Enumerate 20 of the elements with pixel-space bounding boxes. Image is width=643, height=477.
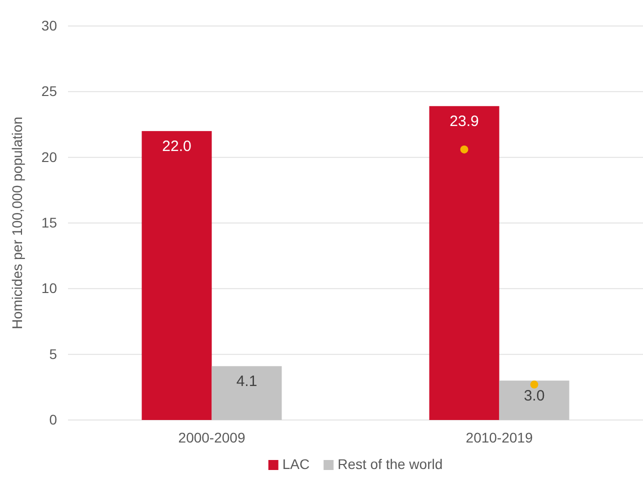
bar: [499, 380, 570, 420]
legend-label: Rest of the world: [338, 456, 443, 472]
y-tick-label: 0: [49, 411, 58, 428]
data-label: 4.1: [236, 373, 258, 390]
data-label: 23.9: [450, 113, 479, 130]
y-tick-label: 25: [41, 83, 58, 100]
y-tick-label: 20: [41, 148, 58, 165]
y-tick-label: 30: [41, 17, 58, 34]
y-tick-label: 10: [41, 280, 58, 296]
x-tick-label: 2010-2019: [466, 430, 533, 446]
y-tick-label: 15: [41, 214, 58, 230]
bar: [429, 106, 500, 420]
data-label: 22.0: [162, 138, 192, 156]
x-tick-label: 2000-2009: [178, 430, 246, 446]
y-tick-label: 5: [49, 346, 58, 362]
bar: [212, 366, 282, 420]
legend-label: LAC: [282, 456, 310, 472]
bar: [142, 131, 212, 420]
y-axis-title: Homicides per 100,000 population: [9, 116, 25, 330]
data-label: 3.0: [524, 388, 545, 405]
